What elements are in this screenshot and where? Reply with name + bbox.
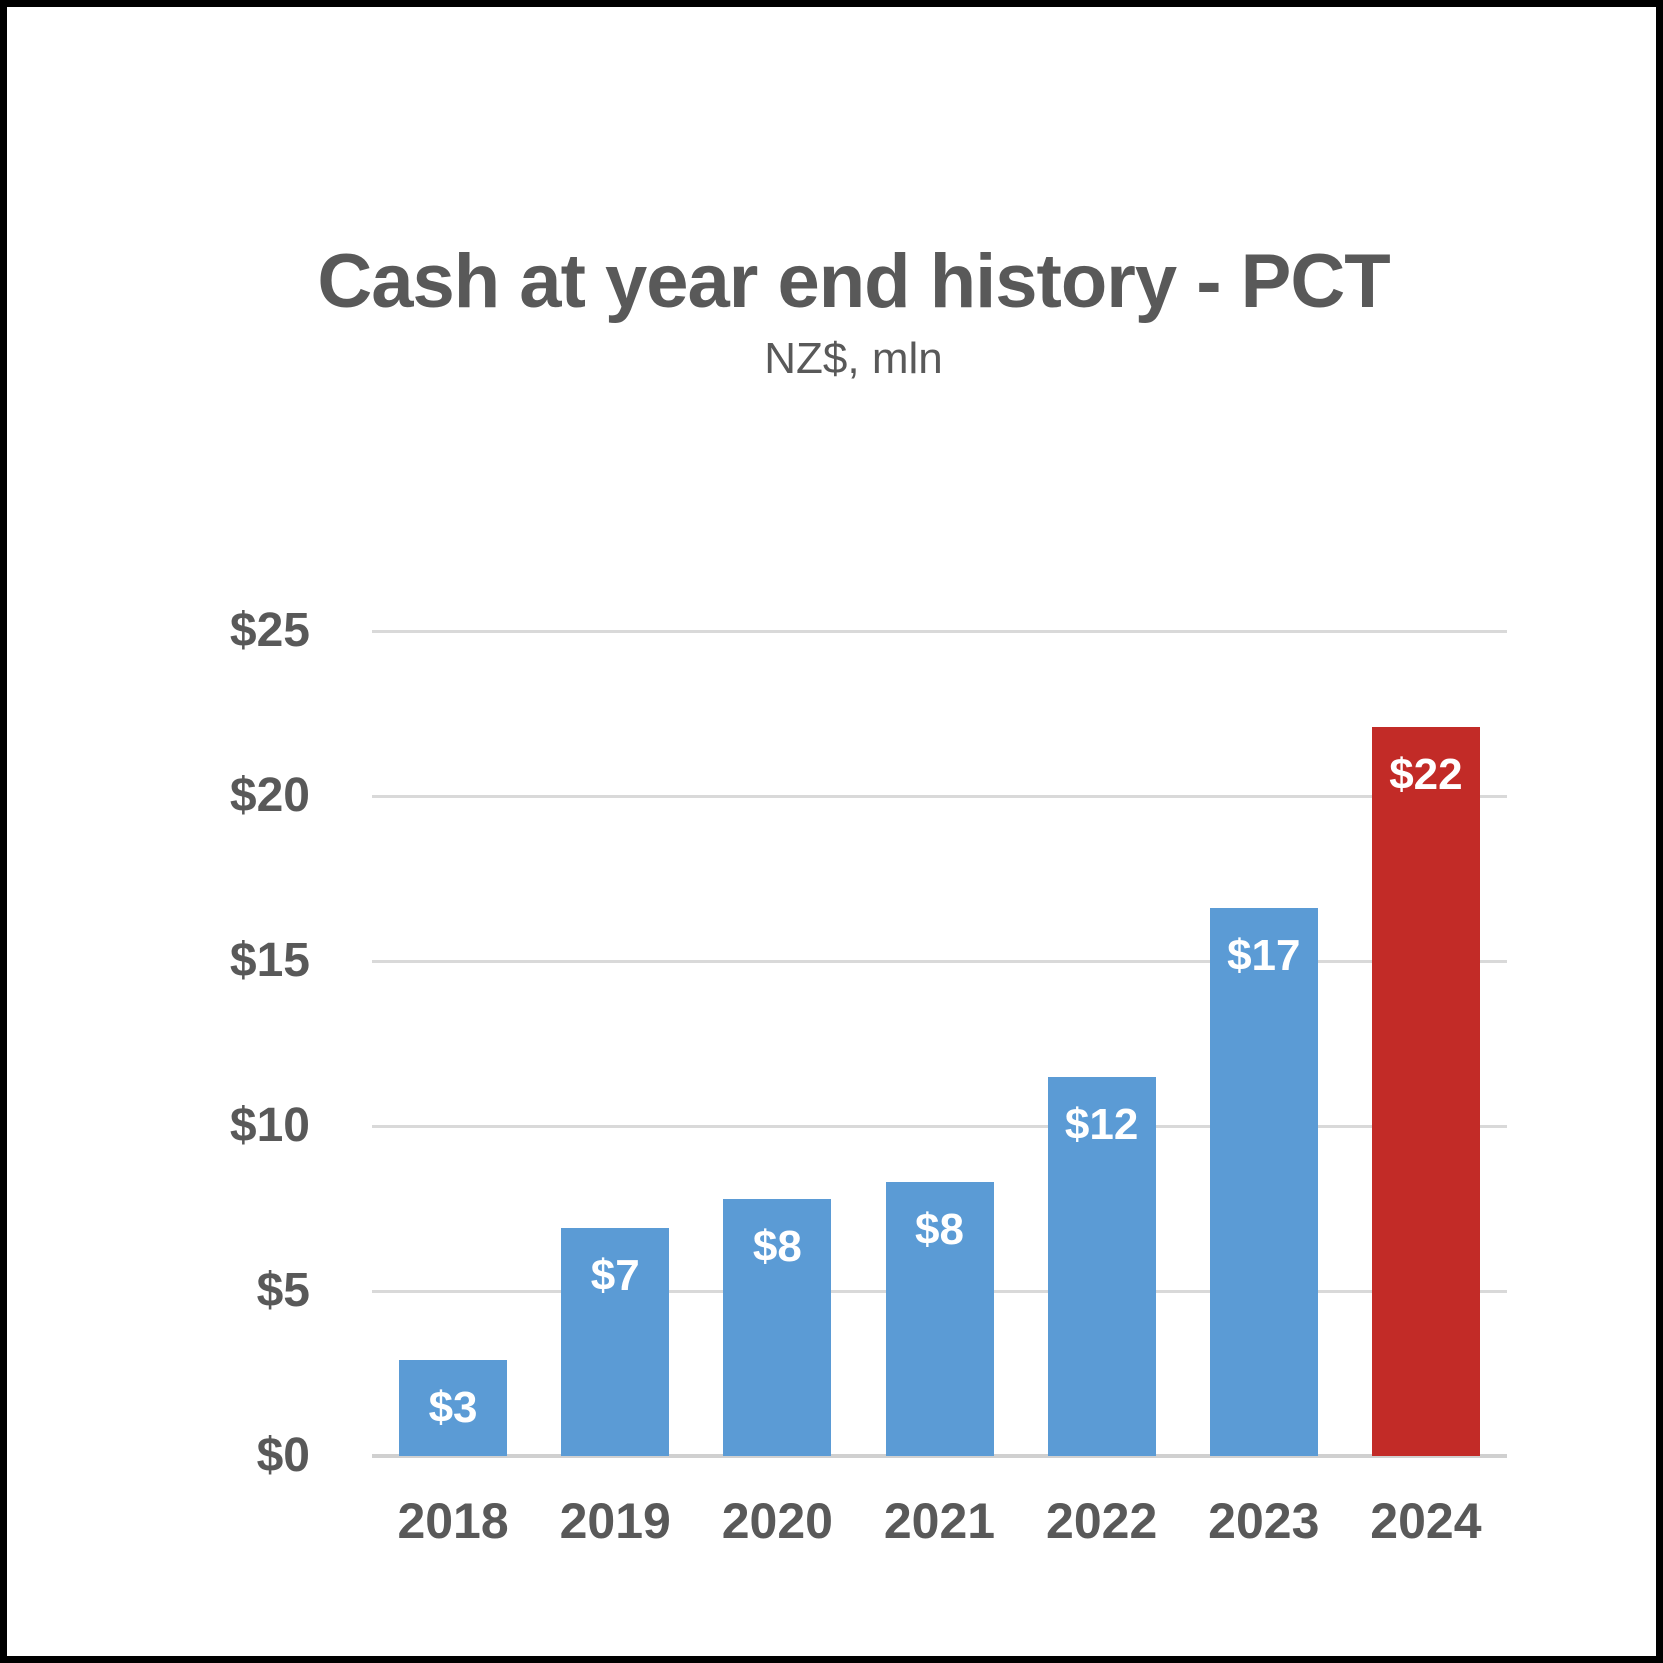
bar-label-2023: $17	[1227, 931, 1301, 981]
chart-title: Cash at year end history - PCT	[317, 239, 1390, 324]
bar-label-2019: $7	[590, 1251, 640, 1301]
bar-2024: $22	[1371, 726, 1480, 1456]
y-axis-label-10: $10	[229, 1099, 310, 1152]
gridline-0	[372, 1454, 1507, 1458]
x-axis-label-2024: 2024	[1370, 1493, 1482, 1549]
gridline-25	[372, 629, 1507, 633]
x-axis-label-2022: 2022	[1046, 1493, 1158, 1549]
bar-2018: $3	[399, 1360, 508, 1456]
gridline-15	[372, 959, 1507, 963]
x-axis-label-2020: 2020	[721, 1493, 833, 1549]
y-axis-label-15: $15	[229, 934, 310, 987]
bar-2019: $7	[561, 1228, 670, 1456]
bar-label-2018: $3	[428, 1383, 478, 1433]
gridline-10	[372, 1124, 1507, 1128]
y-axis-label-0: $0	[256, 1429, 310, 1482]
bar-label-2021: $8	[915, 1205, 964, 1255]
bar-2022: $12	[1047, 1076, 1156, 1456]
bar-label-2024: $22	[1389, 749, 1463, 799]
title-block: Cash at year end history - PCT NZ$, mln	[200, 242, 1507, 384]
chart-subtitle: NZ$, mln	[764, 333, 943, 383]
gridline-20	[372, 794, 1507, 798]
y-axis-label-20: $20	[229, 769, 310, 822]
y-axis-label-5: $5	[256, 1264, 310, 1317]
bar-label-2020: $8	[752, 1221, 802, 1271]
bar-2021: $8	[885, 1182, 994, 1456]
bar-2020: $8	[723, 1198, 832, 1456]
x-axis-label-2018: 2018	[397, 1493, 509, 1549]
x-axis-label-2019: 2019	[559, 1493, 671, 1549]
y-axis-label-25: $25	[229, 604, 310, 657]
plot-area: $3 $7 $8 $8 $12 $17 $22	[372, 629, 1507, 1458]
x-axis-label-2023: 2023	[1208, 1493, 1320, 1549]
bar-label-2022: $12	[1064, 1099, 1139, 1149]
x-axis-label-2021: 2021	[883, 1493, 996, 1549]
bar-2023: $17	[1209, 908, 1318, 1456]
